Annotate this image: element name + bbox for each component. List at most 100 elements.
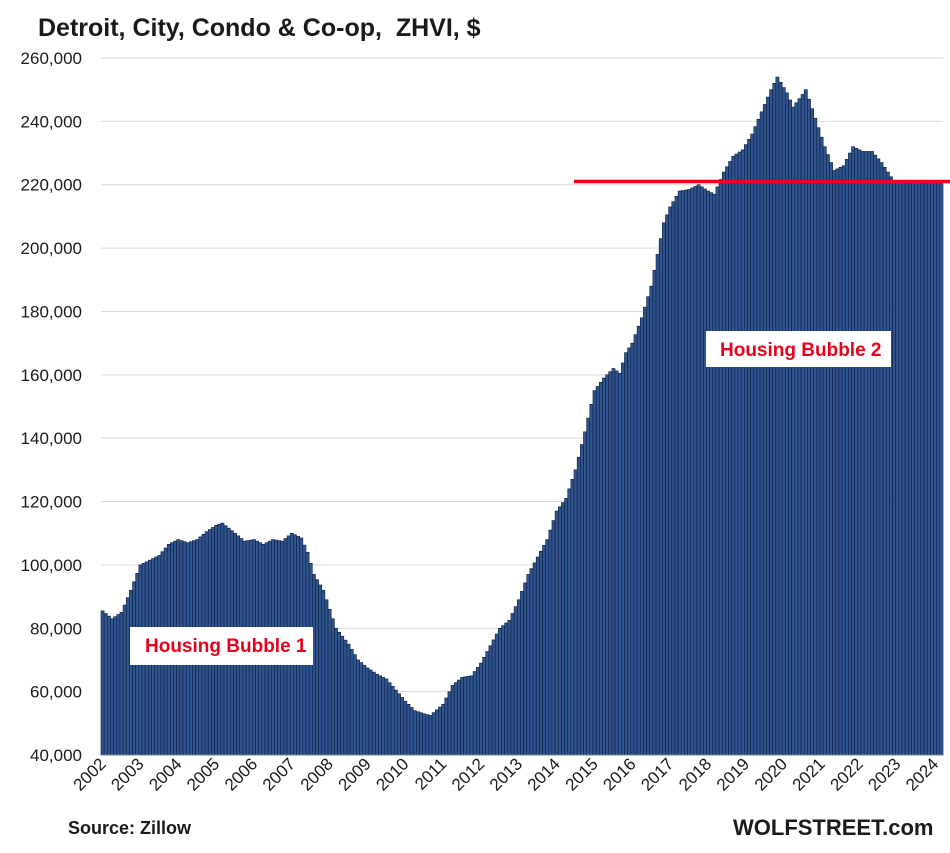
bar (699, 186, 704, 756)
bar (775, 76, 780, 756)
y-tick-label: 180,000 (21, 302, 82, 321)
bar (368, 669, 373, 756)
bar (630, 342, 635, 756)
bar (933, 181, 937, 756)
bar (920, 181, 925, 756)
annotation-1-text: Housing Bubble 1 (145, 636, 307, 657)
bar (715, 186, 720, 756)
bar (756, 118, 761, 756)
bar (409, 707, 414, 756)
bar (526, 574, 531, 756)
bar (450, 684, 455, 756)
bar (129, 589, 133, 756)
bar (107, 615, 111, 756)
annotation-1-box (130, 627, 313, 665)
bar (939, 181, 944, 756)
bar (419, 712, 423, 756)
bar (472, 671, 477, 756)
bar (545, 539, 550, 756)
bar (624, 352, 628, 756)
bar (337, 631, 341, 756)
bar (444, 697, 449, 756)
bar (598, 381, 603, 756)
bar (908, 181, 912, 756)
bar (838, 167, 843, 756)
bar (116, 614, 121, 756)
bar (475, 667, 480, 756)
bar (453, 682, 458, 756)
bar (122, 604, 127, 756)
bar (520, 591, 524, 756)
bar (460, 677, 464, 756)
bar (690, 187, 695, 756)
bar (740, 149, 745, 756)
bar (321, 589, 326, 756)
bar (772, 83, 777, 756)
bar (655, 254, 660, 756)
bar (936, 181, 941, 756)
bar (800, 94, 805, 756)
bar (567, 488, 572, 756)
bar (542, 545, 546, 756)
bar (602, 377, 606, 756)
bar (646, 296, 651, 756)
bar (103, 613, 108, 756)
bar (557, 506, 562, 756)
x-tick-label: 2018 (675, 754, 715, 794)
bar (330, 618, 335, 756)
bar (349, 649, 354, 756)
bar (605, 374, 610, 756)
bar (709, 192, 714, 756)
y-tick-label: 80,000 (30, 619, 82, 638)
bar (125, 597, 130, 756)
bar (873, 154, 878, 756)
bar (586, 417, 591, 756)
bar (516, 599, 521, 756)
bar (595, 386, 600, 756)
bar (819, 136, 824, 756)
bar (501, 625, 505, 756)
bar (898, 181, 903, 756)
bar (381, 677, 386, 756)
bar (346, 643, 351, 756)
bar (535, 556, 540, 756)
bar (570, 479, 575, 756)
bar (762, 104, 767, 756)
x-tick-label: 2015 (562, 754, 602, 794)
bar (750, 133, 755, 756)
y-tick-label: 240,000 (21, 112, 82, 131)
bar (428, 715, 433, 756)
bar (867, 151, 871, 756)
bar (110, 618, 114, 756)
bar (914, 181, 919, 756)
x-tick-label: 2009 (335, 754, 375, 794)
bar (498, 627, 502, 756)
bar (696, 184, 701, 756)
annotation-2-box (706, 331, 891, 367)
x-tick-label: 2010 (372, 754, 412, 794)
bar (671, 201, 676, 756)
bar (529, 568, 534, 756)
bar (721, 171, 726, 756)
bar (854, 147, 859, 756)
x-tick-label: 2013 (486, 754, 526, 794)
bar (510, 613, 515, 756)
bar (665, 214, 669, 756)
bar (803, 89, 808, 756)
bar (513, 606, 518, 756)
bar (365, 667, 370, 756)
x-tick-label: 2008 (297, 754, 337, 794)
bar (863, 151, 868, 756)
bar (359, 662, 364, 756)
bar (554, 510, 559, 756)
bar (851, 146, 855, 756)
y-tick-label: 220,000 (21, 176, 82, 195)
bar (832, 170, 837, 756)
x-tick-label: 2007 (259, 754, 299, 794)
bar (356, 659, 360, 756)
bar (794, 102, 799, 756)
bar (403, 700, 408, 756)
y-tick-label: 60,000 (30, 683, 82, 702)
bar (457, 679, 461, 756)
